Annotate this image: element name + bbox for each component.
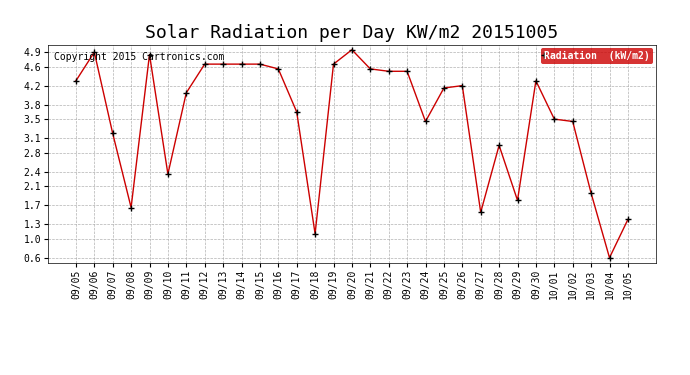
Radiation  (kW/m2) — [605, 255, 613, 260]
Radiation  (kW/m2) — [164, 172, 172, 176]
Radiation  (kW/m2) — [219, 62, 227, 66]
Legend: Radiation  (kW/m2): Radiation (kW/m2) — [541, 48, 653, 64]
Radiation  (kW/m2) — [311, 232, 319, 236]
Radiation  (kW/m2) — [366, 67, 375, 71]
Radiation  (kW/m2) — [146, 52, 154, 57]
Radiation  (kW/m2) — [201, 62, 209, 66]
Radiation  (kW/m2) — [108, 131, 117, 136]
Radiation  (kW/m2) — [513, 198, 522, 202]
Radiation  (kW/m2) — [569, 119, 577, 124]
Radiation  (kW/m2) — [384, 69, 393, 74]
Radiation  (kW/m2) — [127, 205, 135, 210]
Radiation  (kW/m2) — [587, 191, 595, 195]
Radiation  (kW/m2) — [624, 217, 632, 222]
Text: Copyright 2015 Cartronics.com: Copyright 2015 Cartronics.com — [55, 51, 225, 62]
Radiation  (kW/m2) — [182, 90, 190, 95]
Radiation  (kW/m2) — [532, 79, 540, 83]
Radiation  (kW/m2) — [440, 86, 448, 90]
Line: Radiation  (kW/m2): Radiation (kW/m2) — [72, 46, 631, 261]
Radiation  (kW/m2) — [422, 119, 430, 124]
Title: Solar Radiation per Day KW/m2 20151005: Solar Radiation per Day KW/m2 20151005 — [146, 24, 558, 42]
Radiation  (kW/m2) — [403, 69, 411, 74]
Radiation  (kW/m2) — [72, 79, 80, 83]
Radiation  (kW/m2) — [256, 62, 264, 66]
Radiation  (kW/m2) — [550, 117, 558, 122]
Radiation  (kW/m2) — [329, 62, 337, 66]
Radiation  (kW/m2) — [495, 143, 503, 148]
Radiation  (kW/m2) — [293, 110, 301, 114]
Radiation  (kW/m2) — [477, 210, 485, 214]
Radiation  (kW/m2) — [458, 83, 466, 88]
Radiation  (kW/m2) — [237, 62, 246, 66]
Radiation  (kW/m2) — [348, 48, 356, 52]
Radiation  (kW/m2) — [274, 67, 282, 71]
Radiation  (kW/m2) — [90, 50, 99, 54]
